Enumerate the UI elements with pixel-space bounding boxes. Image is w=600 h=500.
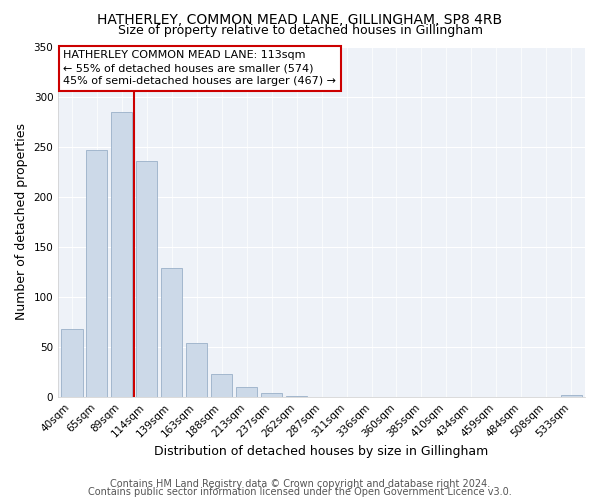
Text: HATHERLEY COMMON MEAD LANE: 113sqm
← 55% of detached houses are smaller (574)
45: HATHERLEY COMMON MEAD LANE: 113sqm ← 55%… [64,50,337,86]
Bar [161,268,182,397]
Bar [286,396,307,397]
Text: Contains public sector information licensed under the Open Government Licence v3: Contains public sector information licen… [88,487,512,497]
Bar [61,329,83,397]
Text: Size of property relative to detached houses in Gillingham: Size of property relative to detached ho… [118,24,482,37]
Text: HATHERLEY, COMMON MEAD LANE, GILLINGHAM, SP8 4RB: HATHERLEY, COMMON MEAD LANE, GILLINGHAM,… [97,12,503,26]
Bar [111,112,133,397]
Bar [186,343,208,397]
Bar [211,374,232,397]
Bar [560,395,582,397]
Bar [136,160,157,397]
Y-axis label: Number of detached properties: Number of detached properties [15,124,28,320]
X-axis label: Distribution of detached houses by size in Gillingham: Distribution of detached houses by size … [154,444,489,458]
Text: Contains HM Land Registry data © Crown copyright and database right 2024.: Contains HM Land Registry data © Crown c… [110,479,490,489]
Bar [236,387,257,397]
Bar [86,150,107,397]
Bar [261,393,282,397]
